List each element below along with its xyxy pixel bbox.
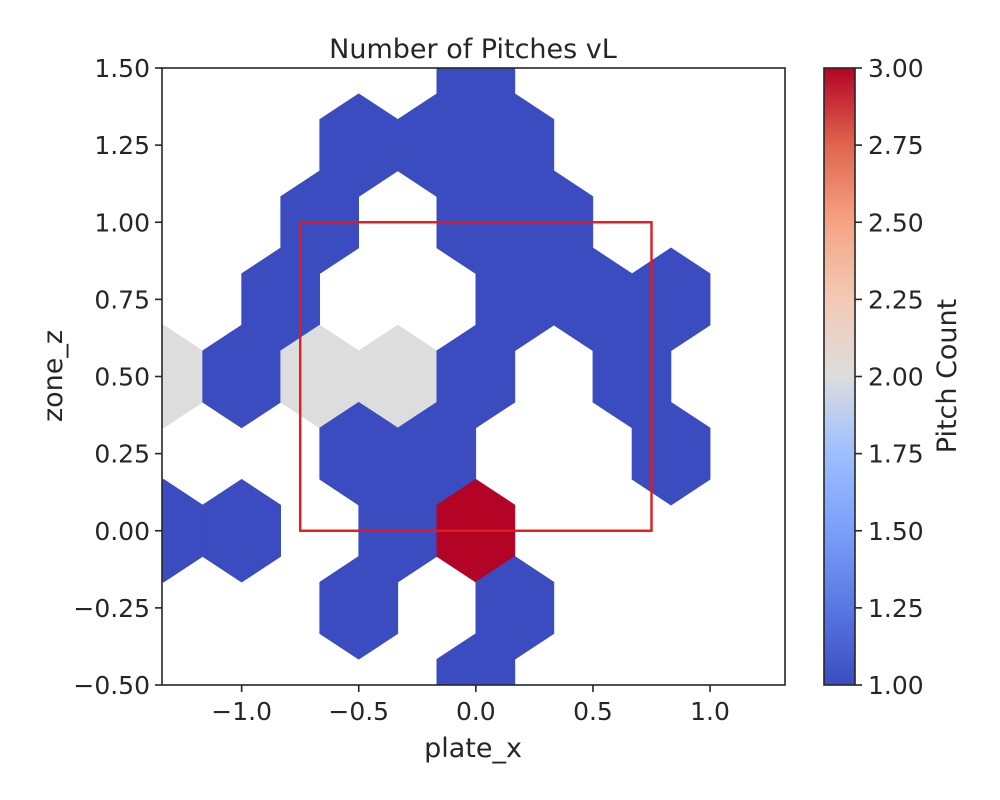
hexbin-cell xyxy=(319,556,399,660)
colorbar xyxy=(823,67,856,686)
colorbar-tick-label: 1.50 xyxy=(868,517,924,546)
x-tick-label: −0.5 xyxy=(328,697,389,726)
y-tick-label: −0.25 xyxy=(73,594,150,623)
x-axis-ticks: −1.0 −0.5 0.0 0.5 1.0 xyxy=(211,685,730,726)
hexbin-layer xyxy=(162,68,711,685)
y-tick-label: 0.50 xyxy=(94,363,150,392)
colorbar-tick-label: 2.75 xyxy=(868,131,924,160)
colorbar-tick-label: 2.00 xyxy=(868,363,924,392)
x-tick-label: −1.0 xyxy=(211,697,272,726)
x-tick-label: 1.0 xyxy=(690,697,730,726)
colorbar-tick-label: 2.25 xyxy=(868,285,924,314)
colorbar-ticks: 1.00 1.25 1.50 1.75 2.00 2.25 2.50 2.75 3.00 xyxy=(855,54,924,700)
strike-zone-box xyxy=(298,221,653,532)
y-tick-label: 0.75 xyxy=(94,285,150,314)
colorbar-tick-label: 1.75 xyxy=(868,440,924,469)
y-tick-label: 1.00 xyxy=(94,208,150,237)
hexbin-cell xyxy=(436,633,516,685)
x-axis-label: plate_x xyxy=(424,733,522,764)
y-tick-label: 0.00 xyxy=(94,517,150,546)
colorbar-label: Pitch Count xyxy=(932,299,963,454)
colorbar-tick-label: 3.00 xyxy=(868,54,924,83)
colorbar-tick-label: 1.25 xyxy=(868,594,924,623)
y-tick-label: 0.25 xyxy=(94,440,150,469)
strike-zone-layer xyxy=(298,221,653,532)
y-tick-label: 1.50 xyxy=(94,54,150,83)
x-tick-label: 0.5 xyxy=(573,697,613,726)
y-tick-label: −0.50 xyxy=(73,671,150,700)
chart-title: Number of Pitches vL xyxy=(329,34,617,65)
colorbar-tick-label: 1.00 xyxy=(868,671,924,700)
x-tick-label: 0.0 xyxy=(456,697,496,726)
y-axis-label: zone_z xyxy=(38,330,69,422)
hexbin-cell xyxy=(202,478,282,583)
colorbar-tick-label: 2.50 xyxy=(868,208,924,237)
y-tick-label: 1.25 xyxy=(94,131,150,160)
y-axis-ticks: −0.50 −0.25 0.00 0.25 0.50 0.75 1.00 1.25 1.50 xyxy=(73,54,162,700)
